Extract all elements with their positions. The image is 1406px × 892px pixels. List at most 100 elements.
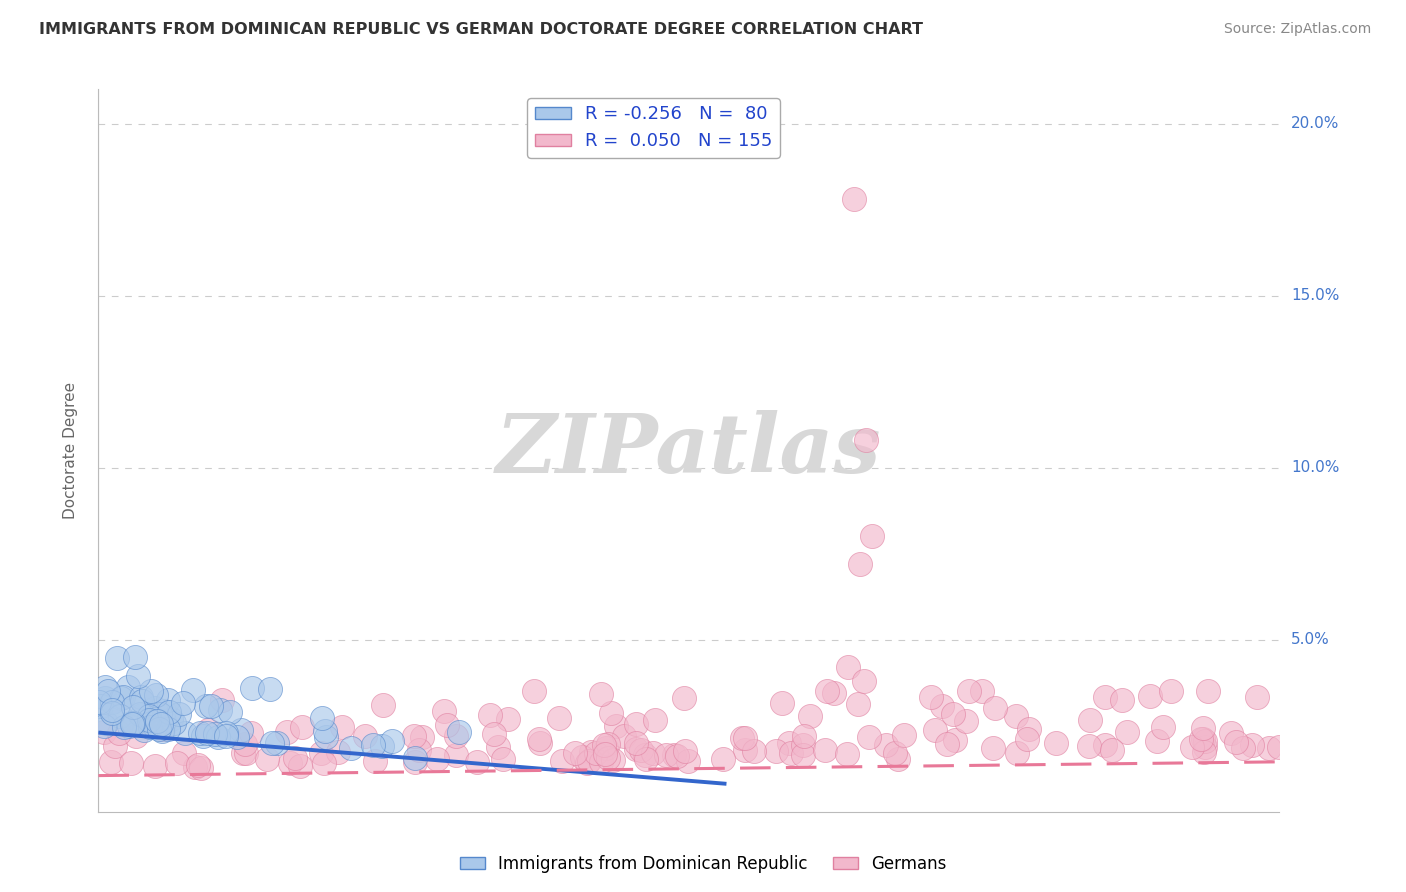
Point (145, 720, 167, 734)
Point (131, 708, 153, 723)
Text: Source: ZipAtlas.com: Source: ZipAtlas.com (1223, 22, 1371, 37)
Point (128, 706, 150, 721)
Point (444, 747, 467, 762)
Point (1005, 709, 1028, 723)
Point (112, 690, 135, 704)
Point (371, 698, 394, 712)
Point (364, 754, 387, 768)
Point (742, 744, 765, 758)
Point (218, 705, 240, 719)
Point (117, 681, 139, 695)
Point (146, 714, 169, 728)
Point (547, 711, 569, 725)
Point (887, 752, 910, 766)
Point (207, 731, 229, 745)
Point (1246, 690, 1268, 704)
Point (94, 680, 117, 694)
Point (626, 717, 648, 731)
Point (837, 660, 859, 674)
Point (634, 748, 657, 763)
Point (404, 755, 426, 769)
Point (172, 696, 194, 710)
Point (564, 746, 586, 760)
Point (920, 690, 942, 704)
Point (208, 703, 231, 717)
Point (120, 756, 142, 770)
Point (122, 699, 145, 714)
Point (314, 724, 336, 739)
Point (849, 557, 872, 571)
Point (138, 713, 160, 727)
Point (1241, 738, 1264, 752)
Point (370, 739, 392, 754)
Point (143, 700, 166, 714)
Point (799, 709, 821, 723)
Point (1192, 731, 1215, 746)
Point (143, 758, 166, 772)
Point (108, 726, 131, 740)
Point (711, 752, 734, 766)
Point (361, 738, 384, 752)
Point (1191, 721, 1213, 735)
Point (1116, 725, 1139, 739)
Point (381, 733, 404, 747)
Point (1018, 722, 1040, 736)
Point (1258, 740, 1281, 755)
Point (166, 756, 188, 771)
Point (233, 737, 256, 751)
Point (311, 711, 333, 725)
Y-axis label: Doctorate Degree: Doctorate Degree (63, 382, 77, 519)
Point (1094, 738, 1116, 752)
Point (613, 729, 636, 743)
Point (259, 682, 281, 697)
Point (1189, 732, 1212, 747)
Text: IMMIGRANTS FROM DOMINICAN REPUBLIC VS GERMAN DOCTORATE DEGREE CORRELATION CHART: IMMIGRANTS FROM DOMINICAN REPUBLIC VS GE… (39, 22, 924, 37)
Point (731, 731, 754, 746)
Point (152, 723, 174, 737)
Point (931, 698, 953, 713)
Point (641, 746, 664, 760)
Point (1005, 746, 1028, 760)
Point (624, 741, 647, 756)
Point (157, 693, 180, 707)
Point (673, 744, 696, 758)
Point (1197, 684, 1219, 698)
Point (734, 742, 756, 756)
Point (404, 751, 426, 765)
Point (232, 747, 254, 761)
Point (291, 720, 314, 734)
Legend: Immigrants from Dominican Republic, Germans: Immigrants from Dominican Republic, Germ… (453, 848, 953, 880)
Point (157, 705, 180, 719)
Point (447, 725, 470, 739)
Point (184, 759, 207, 773)
Point (486, 739, 509, 754)
Text: 10.0%: 10.0% (1291, 460, 1340, 475)
Point (1111, 693, 1133, 707)
Point (444, 729, 467, 743)
Point (183, 683, 205, 698)
Point (942, 706, 965, 721)
Point (148, 722, 170, 736)
Point (190, 761, 212, 775)
Point (630, 743, 652, 757)
Point (112, 720, 135, 734)
Point (262, 736, 284, 750)
Point (1017, 731, 1039, 746)
Point (984, 701, 1007, 715)
Point (465, 756, 488, 770)
Point (662, 747, 685, 762)
Point (591, 756, 613, 770)
Point (593, 747, 616, 761)
Point (266, 736, 288, 750)
Point (146, 714, 169, 729)
Point (846, 697, 869, 711)
Point (492, 751, 515, 765)
Text: 20.0%: 20.0% (1291, 116, 1340, 131)
Point (943, 733, 966, 747)
Point (90, 698, 112, 713)
Point (1045, 736, 1067, 750)
Point (122, 717, 145, 731)
Point (591, 687, 613, 701)
Point (138, 709, 160, 723)
Point (149, 707, 172, 722)
